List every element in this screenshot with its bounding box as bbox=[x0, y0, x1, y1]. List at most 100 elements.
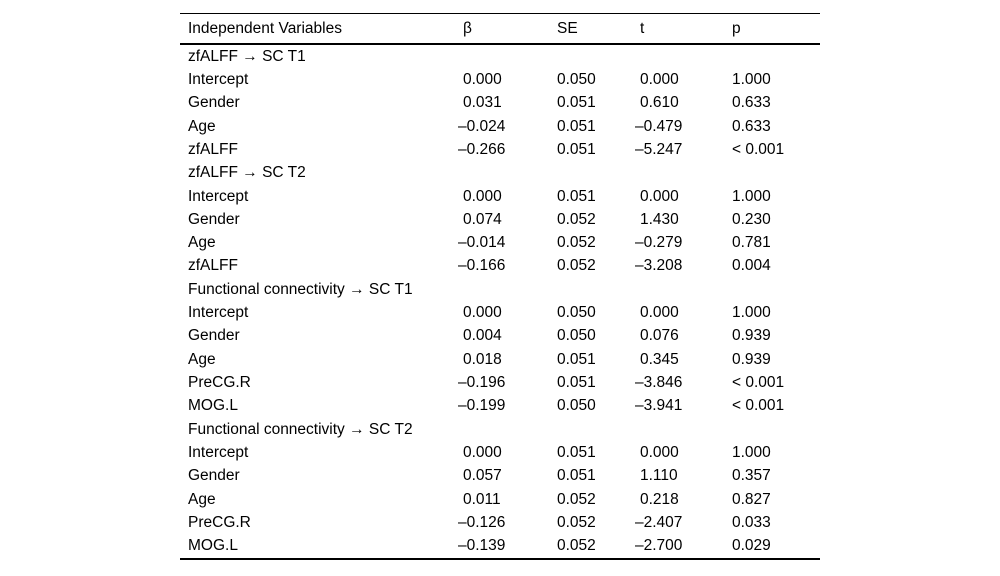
se-value: 0.052 bbox=[557, 257, 596, 275]
table-row: Intercept 0.000 0.050 0.000 1.000 bbox=[180, 68, 820, 91]
beta-value: 0.000 bbox=[463, 304, 502, 322]
t-value: 0.218 bbox=[640, 490, 679, 508]
t-value: –0.479 bbox=[635, 117, 683, 135]
variable-name: Gender bbox=[188, 94, 240, 112]
t-value: –3.846 bbox=[635, 374, 683, 392]
beta-value: –0.126 bbox=[458, 513, 506, 531]
p-value: < 0.001 bbox=[732, 140, 785, 158]
table-row: Intercept 0.000 0.050 0.000 1.000 bbox=[180, 301, 820, 324]
p-value: 0.827 bbox=[732, 490, 771, 508]
t-value: –3.941 bbox=[635, 397, 683, 415]
column-header-independent-variables: Independent Variables bbox=[188, 19, 342, 37]
variable-name: PreCG.R bbox=[188, 513, 251, 531]
variable-name: PreCG.R bbox=[188, 374, 251, 392]
p-value: 0.939 bbox=[732, 327, 771, 345]
table-body: zfALFF → SC T1 Intercept 0.000 0.050 0.000 1.… bbox=[180, 45, 820, 560]
p-value: 0.781 bbox=[732, 234, 771, 252]
t-value: 0.000 bbox=[640, 443, 679, 461]
t-value: 0.000 bbox=[640, 187, 679, 205]
section-title: Functional connectivity → SC T1 bbox=[188, 280, 413, 298]
variable-name: Intercept bbox=[188, 304, 249, 322]
p-value: 0.939 bbox=[732, 350, 771, 368]
table-row: zfALFF –0.266 0.051 –5.247 < 0.001 bbox=[180, 138, 820, 161]
se-value: 0.051 bbox=[557, 374, 596, 392]
p-value: 1.000 bbox=[732, 70, 771, 88]
p-value: 0.230 bbox=[732, 210, 771, 228]
section-header-row: zfALFF → SC T2 bbox=[180, 162, 820, 185]
se-value: 0.051 bbox=[557, 350, 596, 368]
p-value: 0.033 bbox=[732, 513, 771, 531]
table-row: MOG.L –0.139 0.052 –2.700 0.029 bbox=[180, 535, 820, 558]
p-value: 0.357 bbox=[732, 467, 771, 485]
section-title: zfALFF → SC T1 bbox=[188, 47, 306, 65]
se-value: 0.052 bbox=[557, 513, 596, 531]
variable-name: Age bbox=[188, 234, 216, 252]
variable-name: Intercept bbox=[188, 70, 249, 88]
variable-name: MOG.L bbox=[188, 397, 238, 415]
table-row: Age 0.011 0.052 0.218 0.827 bbox=[180, 488, 820, 511]
beta-value: –0.014 bbox=[458, 234, 506, 252]
table-row: Age 0.018 0.051 0.345 0.939 bbox=[180, 348, 820, 371]
t-value: –3.208 bbox=[635, 257, 683, 275]
table-row: MOG.L –0.199 0.050 –3.941 < 0.001 bbox=[180, 395, 820, 418]
beta-value: 0.004 bbox=[463, 327, 502, 345]
table-row: Age –0.014 0.052 –0.279 0.781 bbox=[180, 232, 820, 255]
t-value: –2.700 bbox=[635, 537, 683, 555]
t-value: 0.000 bbox=[640, 70, 679, 88]
t-value: 0.000 bbox=[640, 304, 679, 322]
table-row: Intercept 0.000 0.051 0.000 1.000 bbox=[180, 185, 820, 208]
se-value: 0.052 bbox=[557, 490, 596, 508]
beta-value: 0.000 bbox=[463, 443, 502, 461]
se-value: 0.052 bbox=[557, 234, 596, 252]
t-value: 0.076 bbox=[640, 327, 679, 345]
se-value: 0.050 bbox=[557, 327, 596, 345]
beta-value: 0.000 bbox=[463, 187, 502, 205]
beta-value: –0.024 bbox=[458, 117, 506, 135]
variable-name: Intercept bbox=[188, 187, 249, 205]
p-value: 0.633 bbox=[732, 94, 771, 112]
column-header-se: SE bbox=[557, 19, 578, 37]
variable-name: Intercept bbox=[188, 443, 249, 461]
se-value: 0.051 bbox=[557, 467, 596, 485]
p-value: 1.000 bbox=[732, 187, 771, 205]
se-value: 0.050 bbox=[557, 304, 596, 322]
table-row: Gender 0.031 0.051 0.610 0.633 bbox=[180, 92, 820, 115]
variable-name: Gender bbox=[188, 467, 240, 485]
variable-name: zfALFF bbox=[188, 140, 238, 158]
p-value: 1.000 bbox=[732, 304, 771, 322]
beta-value: 0.018 bbox=[463, 350, 502, 368]
section-title: zfALFF → SC T2 bbox=[188, 164, 306, 182]
p-value: 0.004 bbox=[732, 257, 771, 275]
table-row: Gender 0.074 0.052 1.430 0.230 bbox=[180, 208, 820, 231]
column-header-beta: β bbox=[463, 19, 472, 37]
t-value: 0.345 bbox=[640, 350, 679, 368]
t-value: 1.110 bbox=[640, 467, 678, 485]
beta-value: 0.031 bbox=[463, 94, 502, 112]
variable-name: Gender bbox=[188, 327, 240, 345]
section-header-row: Functional connectivity → SC T1 bbox=[180, 278, 820, 301]
se-value: 0.051 bbox=[557, 443, 596, 461]
t-value: –5.247 bbox=[635, 140, 683, 158]
se-value: 0.051 bbox=[557, 117, 596, 135]
table-row: Age –0.024 0.051 –0.479 0.633 bbox=[180, 115, 820, 138]
table-row: zfALFF –0.166 0.052 –3.208 0.004 bbox=[180, 255, 820, 278]
t-value: 0.610 bbox=[640, 94, 679, 112]
table-row: Gender 0.004 0.050 0.076 0.939 bbox=[180, 325, 820, 348]
p-value: 1.000 bbox=[732, 443, 771, 461]
se-value: 0.052 bbox=[557, 210, 596, 228]
section-title: Functional connectivity → SC T2 bbox=[188, 420, 413, 438]
beta-value: –0.266 bbox=[458, 140, 506, 158]
section-header-row: Functional connectivity → SC T2 bbox=[180, 418, 820, 441]
variable-name: Gender bbox=[188, 210, 240, 228]
p-value: 0.633 bbox=[732, 117, 771, 135]
se-value: 0.050 bbox=[557, 397, 596, 415]
beta-value: –0.196 bbox=[458, 374, 506, 392]
variable-name: Age bbox=[188, 490, 216, 508]
t-value: –2.407 bbox=[635, 513, 683, 531]
table-row: PreCG.R –0.126 0.052 –2.407 0.033 bbox=[180, 511, 820, 534]
p-value: 0.029 bbox=[732, 537, 771, 555]
table-row: PreCG.R –0.196 0.051 –3.846 < 0.001 bbox=[180, 371, 820, 394]
beta-value: 0.011 bbox=[463, 490, 501, 508]
column-header-t: t bbox=[640, 19, 645, 37]
